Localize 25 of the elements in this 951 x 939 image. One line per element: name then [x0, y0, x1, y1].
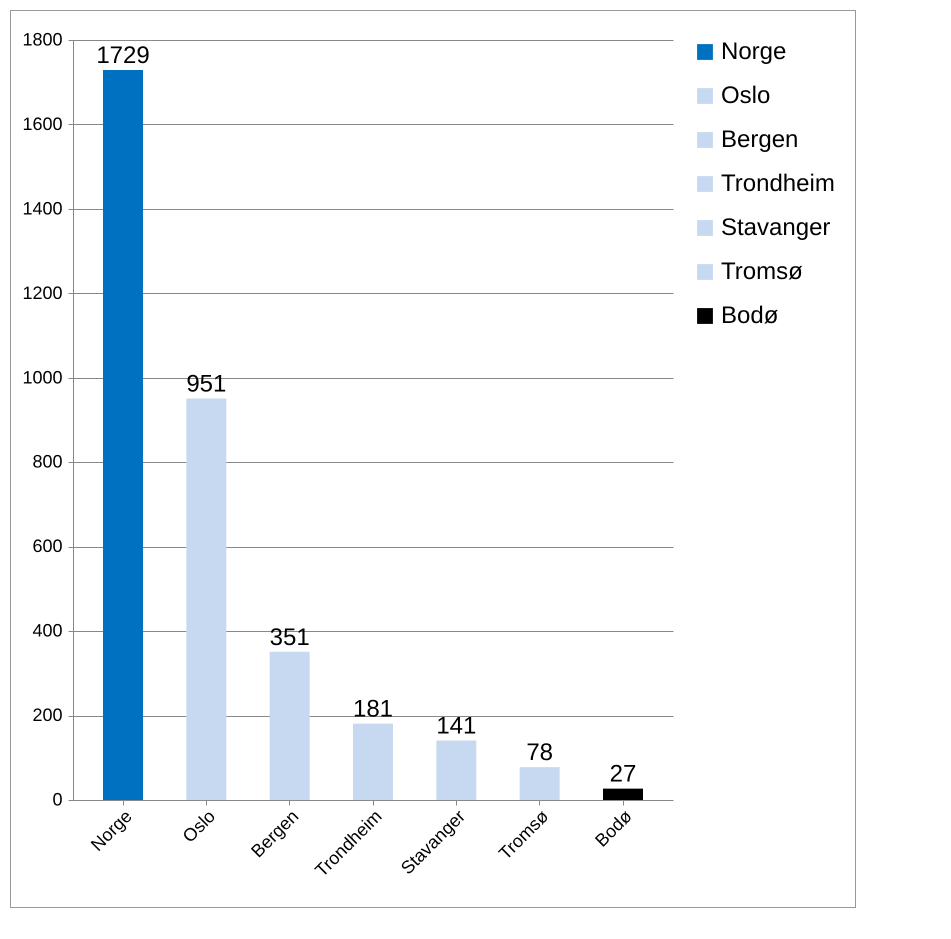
data-label: 181	[352, 696, 394, 723]
y-tick-label: 800	[32, 452, 62, 472]
data-label: 1729	[96, 42, 150, 69]
data-label: 27	[610, 760, 636, 788]
y-tick-label: 600	[32, 536, 62, 556]
legend-label: Tromsø	[721, 258, 804, 285]
legend-label: Oslo	[721, 82, 770, 109]
y-tick-label: 200	[32, 705, 62, 726]
legend-label: Bodø	[721, 302, 779, 329]
y-tick-label: 1400	[22, 198, 62, 218]
y-tick-label: 1600	[22, 114, 62, 134]
legend-label: Trondheim	[721, 170, 835, 197]
x-tick-label: Oslo	[178, 806, 220, 846]
legend-label: Stavanger	[721, 214, 830, 241]
legend-label: Bergen	[721, 126, 798, 153]
data-label: 141	[436, 712, 476, 740]
data-label: 951	[186, 370, 226, 398]
y-tick-label: 0	[52, 790, 62, 810]
y-tick-label: 400	[32, 620, 62, 641]
data-label: 78	[526, 739, 554, 766]
y-tick-label: 1800	[22, 30, 62, 50]
y-tick-label: 1000	[22, 367, 62, 388]
data-label: 351	[270, 624, 310, 651]
y-tick-label: 1200	[22, 282, 62, 303]
legend-label: Norge	[721, 38, 786, 65]
